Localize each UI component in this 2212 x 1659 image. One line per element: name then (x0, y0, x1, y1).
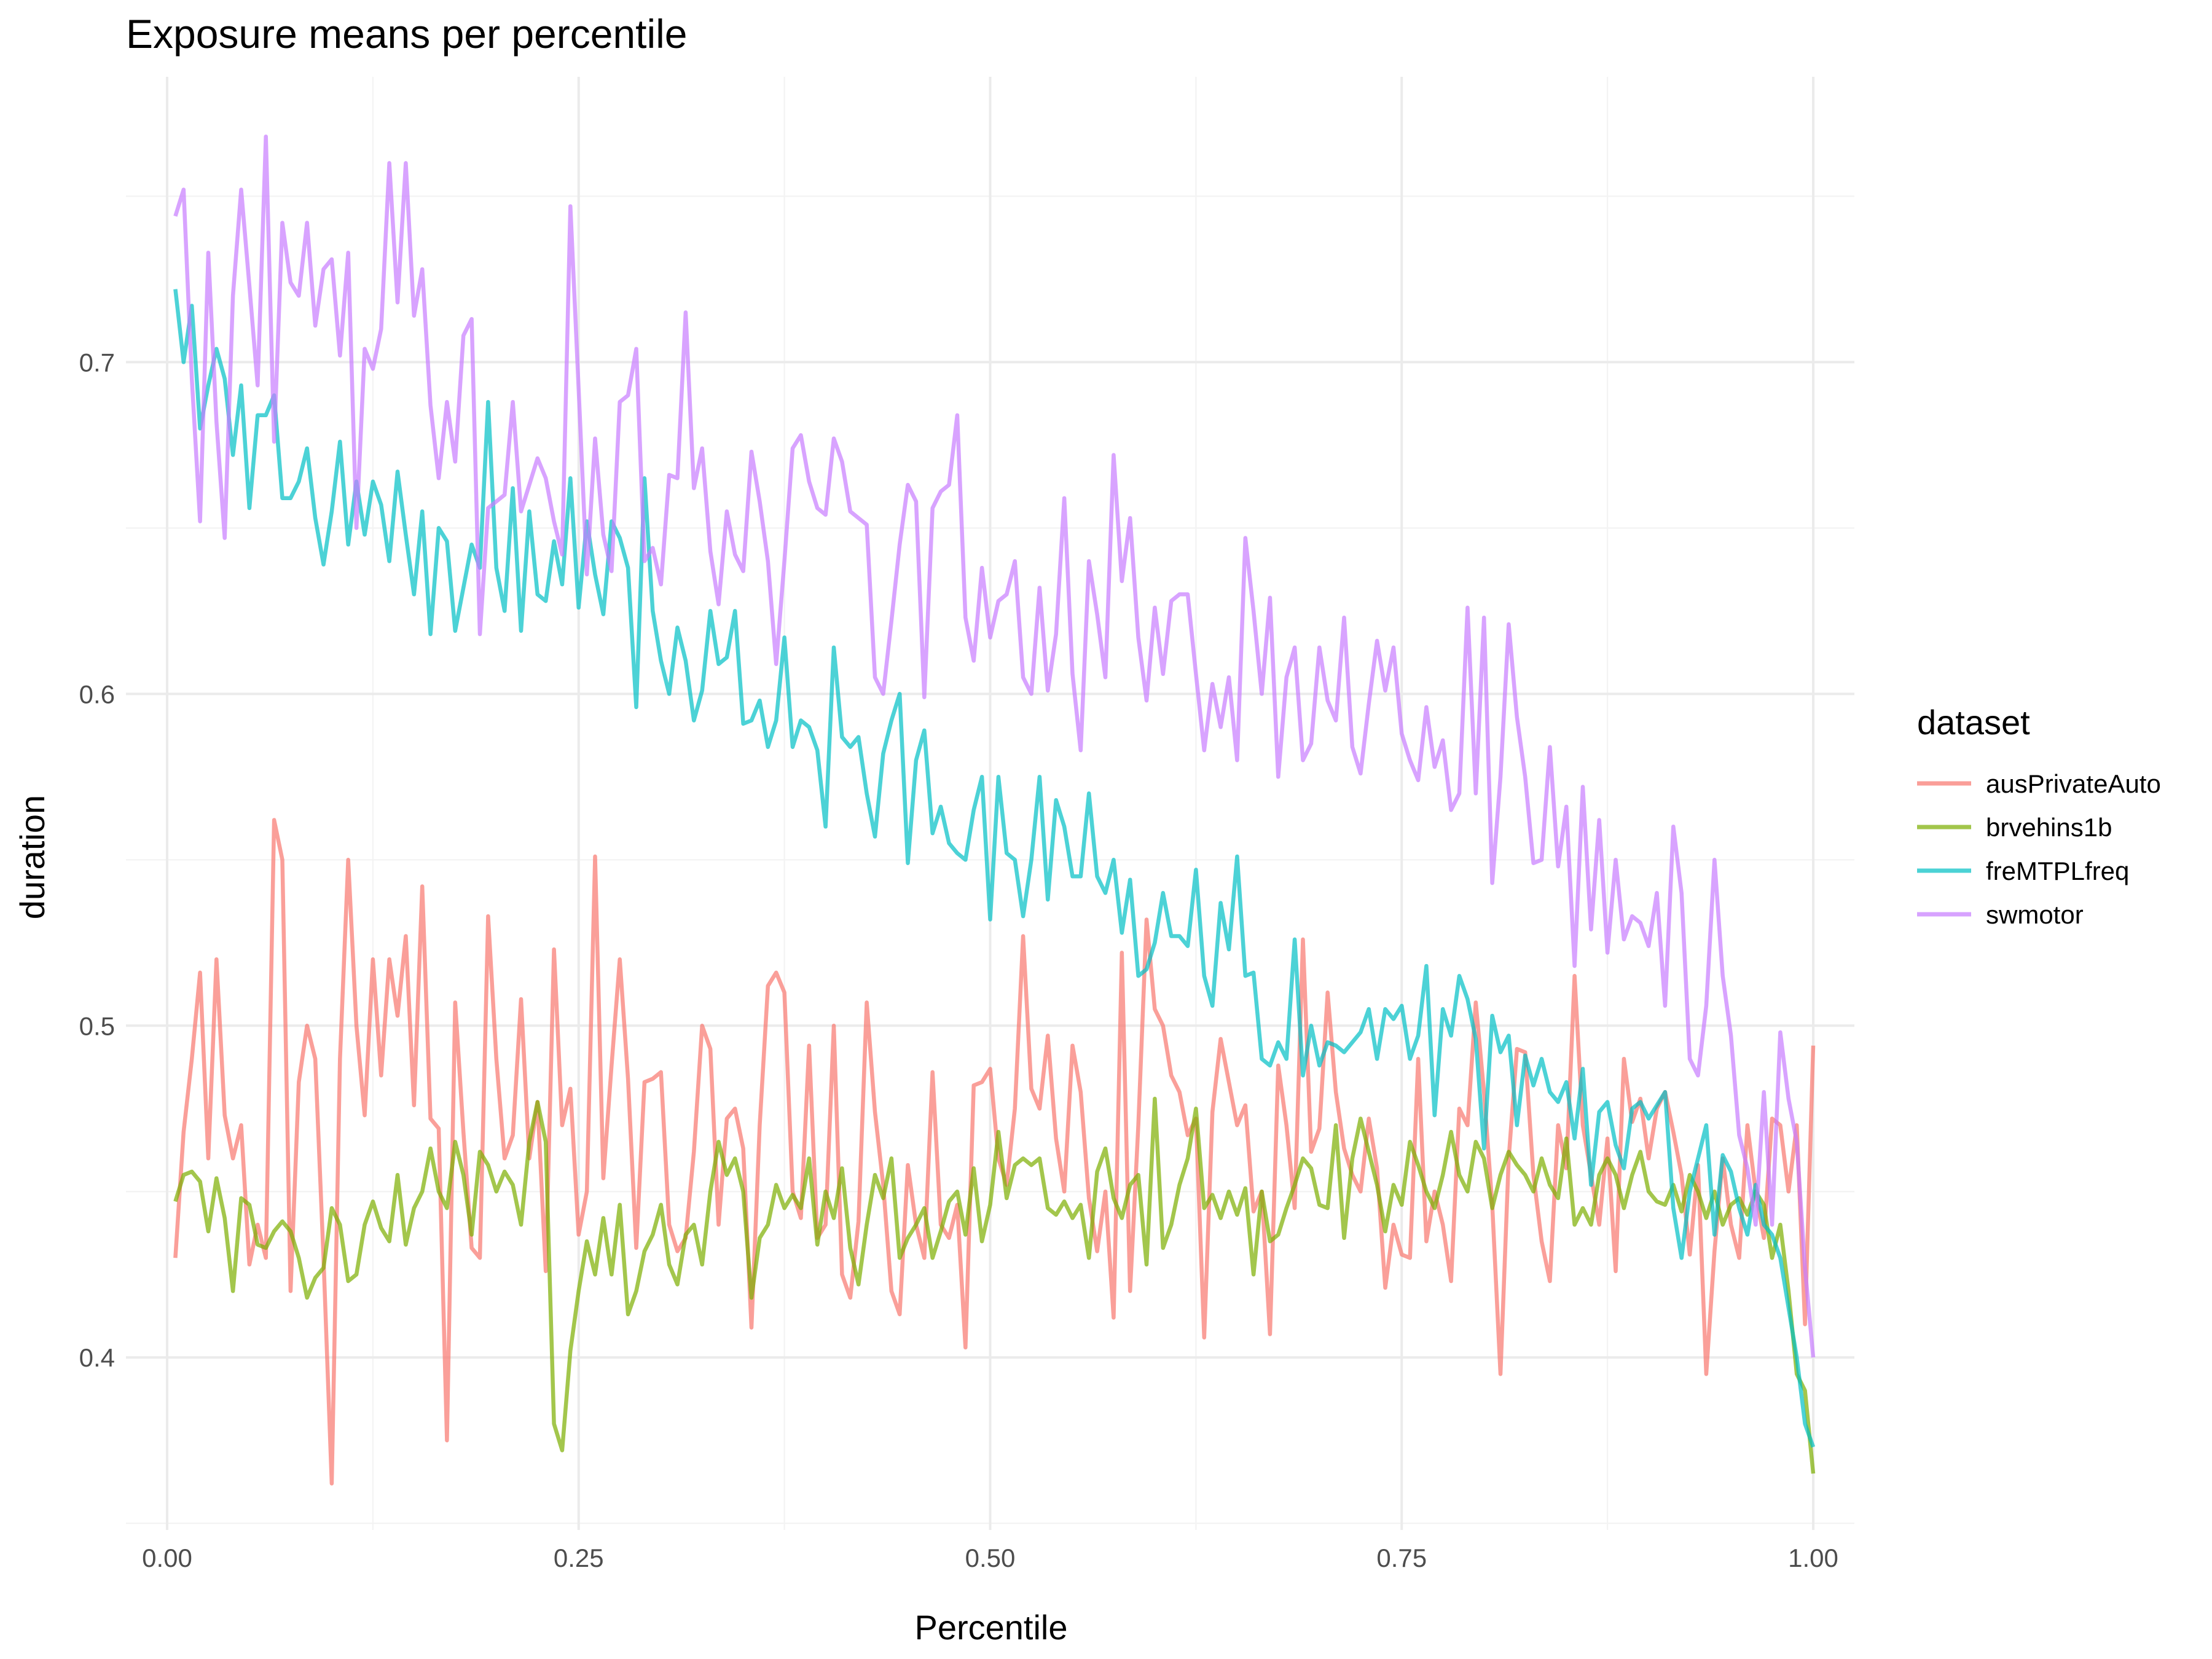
grid-lines (126, 77, 1854, 1530)
x-tick-label: 0.75 (1376, 1543, 1427, 1572)
series-line-ausPrivateAuto (173, 818, 1816, 1486)
legend-label: freMTPLfreq (1986, 857, 2129, 885)
series-line-swmotor (173, 134, 1816, 1358)
x-tick-label: 0.00 (142, 1543, 192, 1572)
plot-series (173, 134, 1816, 1486)
x-axis-title: Percentile (914, 1608, 1067, 1647)
series-line-brvehins1b (173, 1096, 1816, 1474)
legend: dataset ausPrivateAuto brvehins1b freMTPLf… (1917, 703, 2161, 929)
legend-label: brvehins1b (1986, 813, 2112, 842)
y-tick-label: 0.7 (79, 348, 115, 377)
y-tick-label: 0.5 (79, 1011, 115, 1040)
x-tick-label: 0.50 (965, 1543, 1016, 1572)
x-tick-label: 0.25 (554, 1543, 604, 1572)
y-axis-title: duration (13, 795, 52, 919)
x-axis-tick-labels: 0.00 0.25 0.50 0.75 1.00 (142, 1543, 1838, 1572)
legend-items: ausPrivateAuto brvehins1b freMTPLfreq swmot… (1917, 769, 2161, 929)
x-tick-label: 1.00 (1788, 1543, 1838, 1572)
y-tick-label: 0.4 (79, 1343, 115, 1372)
y-axis-tick-labels: 0.4 0.5 0.6 0.7 (79, 348, 115, 1372)
legend-label: swmotor (1986, 900, 2084, 929)
series-line-freMTPLfreq (173, 289, 1816, 1448)
legend-label: ausPrivateAuto (1986, 769, 2161, 798)
legend-title: dataset (1917, 703, 2030, 742)
chart-title: Exposure means per percentile (126, 11, 688, 57)
y-tick-label: 0.6 (79, 680, 115, 708)
